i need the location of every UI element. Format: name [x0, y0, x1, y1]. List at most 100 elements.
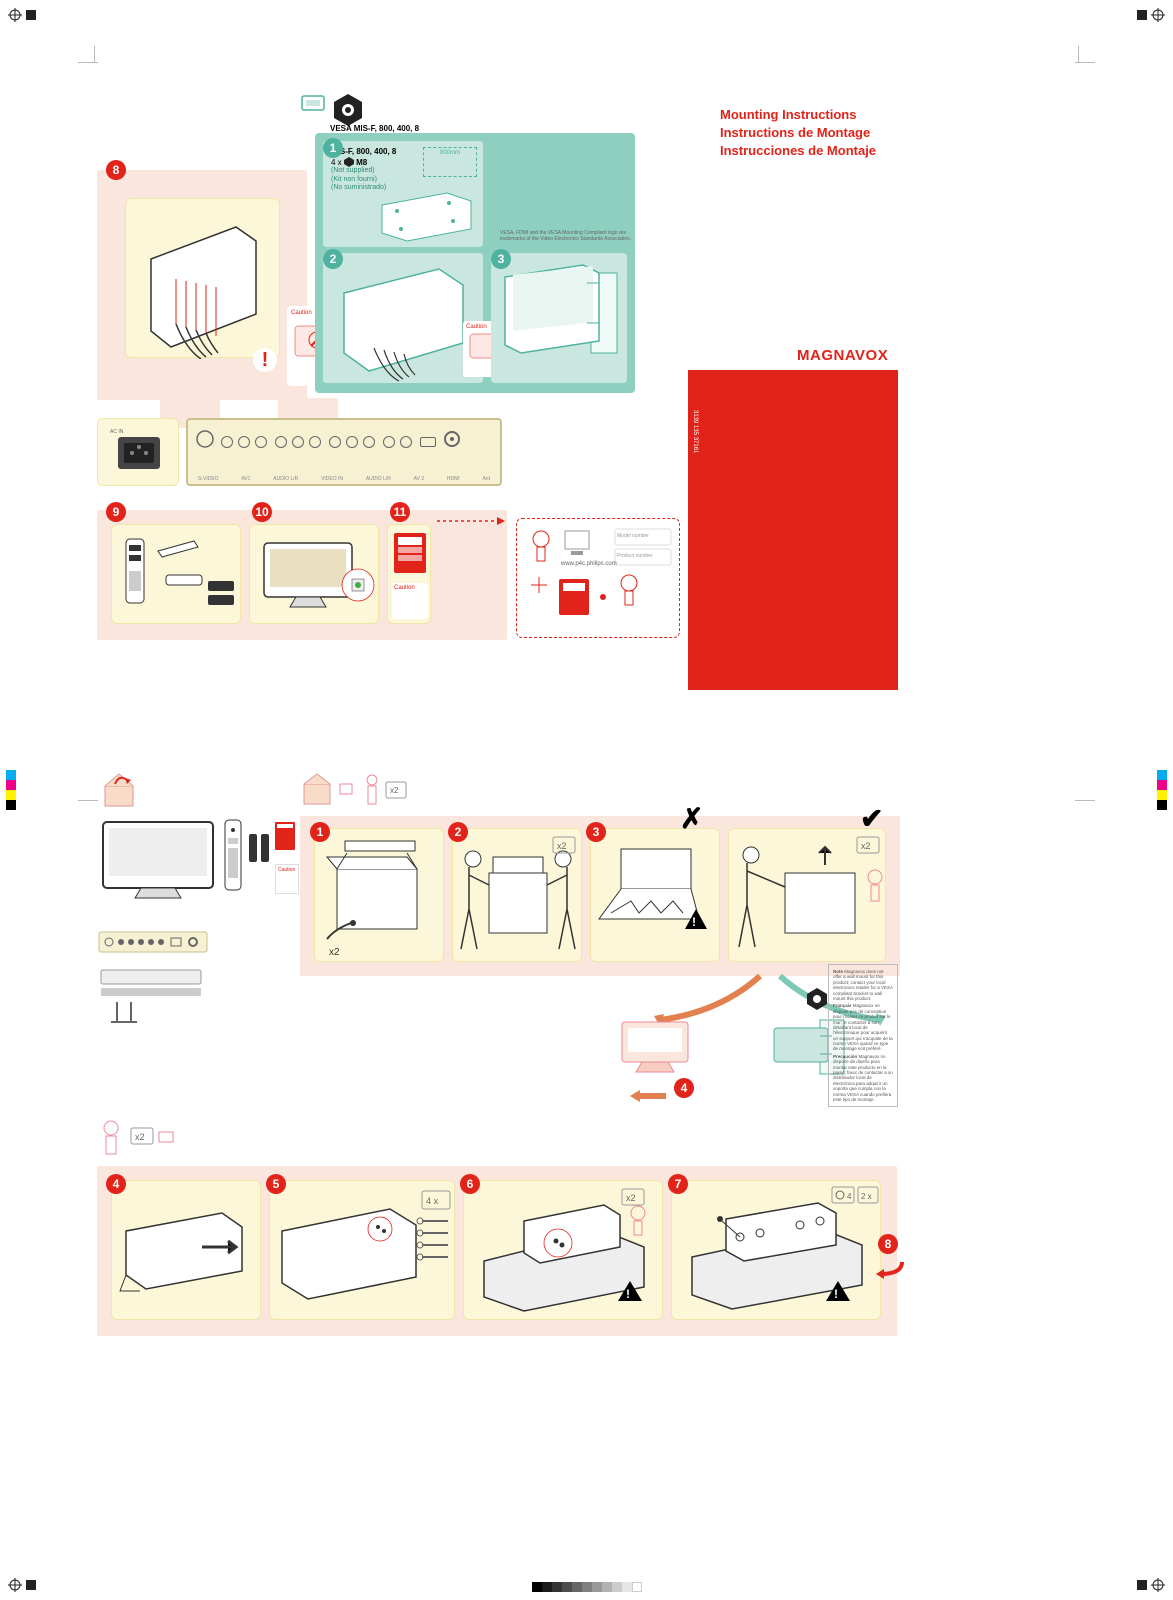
teal-group: MIS-F, 800, 400, 8 4 x M8 (Not supplied)… — [315, 133, 635, 393]
step-badge-8: 8 — [106, 160, 126, 180]
tv-back-plate-icon — [377, 189, 477, 243]
panel-step-8: Caution ! — [97, 170, 307, 400]
rca-group-4 — [382, 435, 413, 449]
register-url-text: www.p4c.philips.com — [561, 561, 617, 567]
svg-text:!: ! — [626, 1287, 630, 1301]
two-person-icon-bottom: x2 — [97, 1118, 177, 1167]
step-bot-5: 5 — [266, 1174, 286, 1194]
brand-label: MAGNAVOX — [797, 347, 888, 364]
doc-title: Mounting Instructions Instructions de Mo… — [720, 106, 876, 161]
svg-text:x2: x2 — [557, 841, 567, 851]
wrong-x-icon: ✗ — [680, 802, 703, 835]
rca-group-1 — [220, 435, 268, 449]
svg-text:x2: x2 — [626, 1193, 636, 1203]
bottom-step4 — [111, 1180, 261, 1320]
tv-wall-mounted-icon — [491, 253, 627, 383]
panel-step-1: MIS-F, 800, 400, 8 4 x M8 (Not supplied)… — [323, 141, 483, 247]
bottom-strip: 4 x x2 ! — [97, 1166, 897, 1336]
caution-card-icon: Caution — [275, 864, 299, 894]
svideo-port-icon — [196, 430, 214, 453]
unpack-step3-wrong: ! — [590, 828, 720, 962]
svg-text:!: ! — [834, 1287, 838, 1301]
contents-icons — [97, 816, 297, 936]
tv-rear-cables-teal-icon — [323, 253, 483, 383]
step-bot-8-link: 8 — [878, 1234, 898, 1254]
step-badge-1: 1 — [323, 138, 343, 158]
svg-text:x2: x2 — [135, 1132, 145, 1142]
ac-inlet-icon: AC IN — [98, 419, 180, 487]
stand-parts-icon — [97, 966, 217, 1031]
panel-step-2: Caution — [323, 253, 483, 383]
unbox-icon-top — [97, 770, 145, 819]
two-people-lift-icon: x2 — [453, 829, 583, 963]
registration-mark-tl — [8, 8, 38, 22]
svg-text:4 x: 4 x — [426, 1196, 439, 1206]
svg-text:2 x: 2 x — [861, 1192, 872, 1201]
vesa-trademark-note: VESA, FDMI and the VESA Mounting Complia… — [500, 230, 640, 242]
tv-rear-cables-icon — [126, 199, 281, 359]
exclaim-icon: ! — [253, 348, 277, 372]
step-badge-9: 9 — [106, 502, 126, 522]
step9-diagram — [111, 524, 241, 624]
register-flow-icon — [517, 519, 681, 639]
unbox-icons-row: x2 — [300, 770, 420, 819]
hdmi-port-icon — [420, 437, 436, 447]
coax-port-icon — [443, 430, 461, 453]
vesa-tv-icon — [300, 92, 330, 121]
tv-screen-down-wrong-icon: ! — [591, 829, 721, 963]
bottom-step5: 4 x — [269, 1180, 455, 1320]
width-800-icon: 800mm — [423, 147, 477, 177]
unpack-step2: x2 — [452, 828, 582, 962]
step-link-4: 4 — [674, 1078, 694, 1098]
color-calibration-right — [1157, 770, 1167, 810]
panel-steps-9-11: Caution — [97, 510, 507, 640]
vesa-hex-small-icon — [804, 986, 830, 1017]
arrow-down-4 — [626, 1086, 670, 1111]
rca-group-2 — [274, 435, 322, 449]
step-bot-6: 6 — [460, 1174, 480, 1194]
unpack-step1: x2 — [314, 828, 444, 962]
bottom-step6: x2 ! — [463, 1180, 663, 1320]
grayscale-strip — [532, 1582, 642, 1592]
step11-caution-box: Caution — [392, 583, 428, 619]
bottom-step7: 4 2 x ! — [671, 1180, 881, 1320]
osd-menu-icon — [388, 525, 432, 585]
unpack-step3-right: x2 — [728, 828, 886, 962]
step-badge-2: 2 — [323, 249, 343, 269]
attach-base-icon: x2 ! — [464, 1181, 664, 1321]
step-badge-11: 11 — [390, 502, 410, 522]
svg-text:!: ! — [692, 915, 696, 929]
step11-diagram: Caution — [387, 524, 431, 624]
manual-cover: 3139 135 37161 — [688, 370, 898, 690]
step-mid-3: 3 — [586, 822, 606, 842]
power-inlet-box: AC IN — [97, 418, 179, 486]
attach-column-icon: 4 x — [270, 1181, 456, 1321]
connector-strip: S-VIDEOAV1AUDIO L/RVIDEO INAUDIO L/RAV 2… — [186, 418, 502, 486]
rca-group-3 — [328, 435, 376, 449]
serial-number: 3139 135 37161 — [692, 410, 698, 453]
tv-face-down-icon — [112, 1181, 262, 1321]
step8-diagram-frame — [125, 198, 280, 358]
step-badge-3: 3 — [491, 249, 511, 269]
step-badge-10: 10 — [252, 502, 272, 522]
arrow-to-8 — [872, 1258, 906, 1285]
note-multilang-box: Note Magnavox does not offer a wall moun… — [828, 964, 898, 1107]
option-stand-thumb — [614, 1014, 698, 1087]
registration-mark-tr — [1135, 8, 1165, 22]
vesa-label: VESA MIS-F, 800, 400, 8 — [330, 124, 419, 133]
svg-text:x2: x2 — [390, 786, 399, 795]
svg-text:x2: x2 — [329, 947, 340, 958]
tv-upright-correct-icon: x2 — [729, 829, 887, 963]
registration-mark-bl — [8, 1578, 38, 1592]
svg-text:AC IN: AC IN — [110, 429, 124, 435]
step10-diagram — [249, 524, 379, 624]
secure-screws-icon: 4 2 x ! — [672, 1181, 882, 1321]
correct-check-icon: ✔ — [860, 802, 883, 835]
model-number-label: Model number — [617, 533, 649, 539]
cut-box-icon: x2 — [315, 829, 445, 963]
package-contents: Caution — [97, 816, 297, 936]
title-es: Instrucciones de Montaje — [720, 142, 876, 160]
step-bot-7: 7 — [668, 1174, 688, 1194]
svg-text:4: 4 — [847, 1192, 852, 1201]
title-fr: Instructions de Montage — [720, 124, 876, 142]
